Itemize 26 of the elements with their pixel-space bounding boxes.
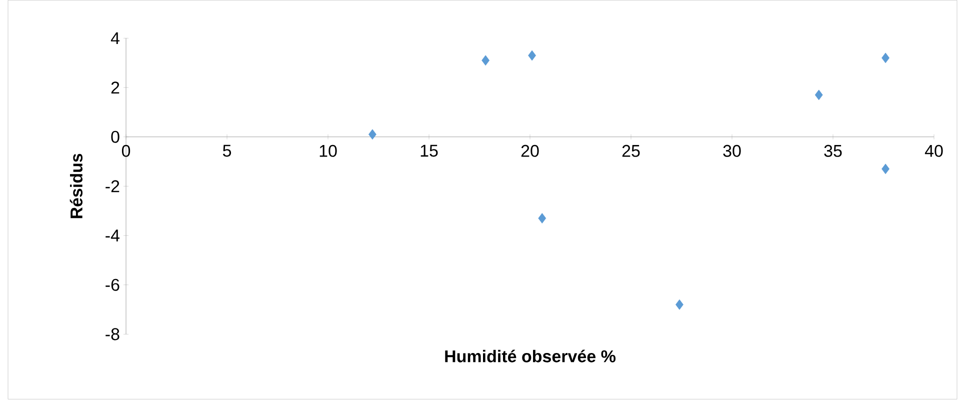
point	[528, 50, 536, 61]
x-tick-label: 0	[122, 144, 130, 157]
x-tick-label: 5	[222, 144, 232, 157]
y-tick-label: -6	[106, 278, 120, 291]
y-axis-title: Résidus	[70, 154, 82, 218]
point	[538, 212, 546, 224]
point	[814, 90, 823, 100]
y-tick-label: 4	[110, 32, 120, 44]
x-tick-label: 10	[320, 144, 337, 157]
x-axis-title: Humidité observée %	[445, 350, 616, 362]
point	[676, 299, 684, 310]
y-tick-label: 0	[111, 130, 120, 143]
x-tick-label: 40	[924, 144, 943, 157]
point	[482, 55, 490, 66]
point	[368, 129, 376, 140]
x-tick-label: 35	[824, 144, 842, 157]
y-tick-label: 2	[111, 81, 120, 94]
point	[882, 52, 890, 64]
x-tick-label: 20	[521, 144, 539, 157]
y-tick-label: -2	[106, 180, 120, 192]
y-tick-label: -8	[106, 328, 120, 340]
x-tick-label: 30	[723, 144, 741, 157]
x-tick-label: 15	[420, 144, 438, 157]
y-tick-label: -4	[106, 230, 120, 242]
point	[882, 164, 890, 174]
x-tick-label: 25	[622, 144, 640, 157]
